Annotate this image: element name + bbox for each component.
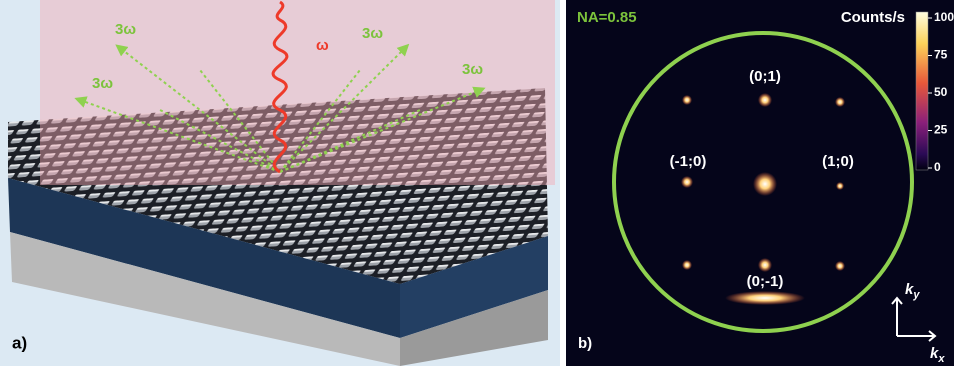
colorbar-tick-label: 50 [934, 85, 948, 99]
harmonic-label: 3ω [92, 75, 113, 92]
order-label: (0;-1) [747, 273, 784, 290]
kx-sub: x [937, 353, 945, 365]
harmonic-label: 3ω [115, 21, 136, 38]
na-label: NA=0.85 [577, 9, 637, 26]
page: ω 3ω 3ω 3ω 3ω a) NA=0.85 Counts/s (0;1) … [0, 0, 954, 366]
colorbar-tick-label: 0 [934, 160, 941, 174]
colorbar-tick-label: 100 [934, 10, 954, 24]
order-label: (0;1) [749, 68, 781, 85]
order-label: (-1;0) [670, 153, 707, 170]
colorbar-tick-label: 75 [934, 48, 948, 62]
harmonic-label: 3ω [362, 25, 383, 42]
figure: ω 3ω 3ω 3ω 3ω a) NA=0.85 Counts/s (0;1) … [0, 0, 954, 366]
panel-label: a) [12, 333, 27, 352]
colorbar-tick-label: 25 [934, 123, 948, 137]
panel-label: b) [578, 335, 592, 352]
panel-b: NA=0.85 Counts/s (0;1) (-1;0) (1;0) (0;-… [566, 0, 954, 366]
colorbar-title: Counts/s [841, 9, 905, 26]
harmonic-label: 3ω [462, 61, 483, 78]
pump-label: ω [316, 37, 329, 54]
panel-a: ω 3ω 3ω 3ω 3ω a) [0, 0, 560, 366]
ky-sub: y [912, 289, 920, 301]
order-label: (1;0) [822, 153, 854, 170]
colorbar [916, 12, 928, 170]
